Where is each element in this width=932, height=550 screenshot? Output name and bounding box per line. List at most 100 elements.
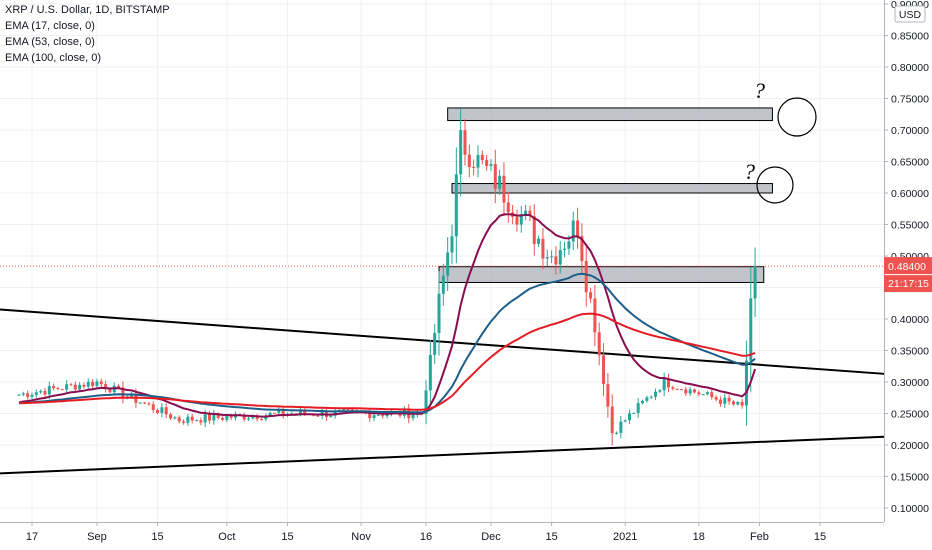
candle bbox=[545, 249, 549, 266]
x-tick-label: 15 bbox=[814, 531, 826, 543]
candle bbox=[221, 416, 225, 422]
x-tick-label: 18 bbox=[693, 531, 705, 543]
candle bbox=[554, 246, 558, 275]
ema100-line bbox=[18, 312, 756, 411]
annotation-circle-lower[interactable] bbox=[756, 166, 794, 204]
candle bbox=[454, 147, 458, 264]
candle bbox=[446, 237, 450, 292]
candle bbox=[437, 271, 441, 356]
candle bbox=[450, 224, 454, 265]
annotation-circles[interactable] bbox=[756, 97, 817, 204]
candle bbox=[679, 389, 683, 391]
y-tick-label: 0.10000 bbox=[891, 503, 929, 515]
time-axis[interactable]: 17 Sep 15 Oct 15 Nov 16 Dec 15 2021 18 Feb 15 bbox=[0, 522, 932, 550]
candle bbox=[26, 390, 30, 400]
y-tick-label: 0.25000 bbox=[891, 409, 929, 421]
ema17-line bbox=[18, 213, 757, 418]
candle bbox=[580, 223, 584, 274]
candle bbox=[463, 119, 467, 166]
candle bbox=[441, 263, 445, 306]
annotation-circle-upper[interactable] bbox=[777, 97, 817, 137]
candle bbox=[86, 378, 90, 391]
candle bbox=[480, 150, 484, 165]
resistance-zone-0[interactable] bbox=[447, 107, 773, 122]
y-tick-label: 0.20000 bbox=[891, 440, 929, 452]
candle bbox=[589, 287, 593, 303]
candle bbox=[688, 386, 692, 396]
candle bbox=[169, 412, 173, 421]
x-tick-label: Dec bbox=[481, 531, 501, 543]
x-tick-label: 15 bbox=[545, 531, 557, 543]
current-price-value: 0.48400 bbox=[888, 261, 926, 273]
current-price-label: 0.48400 21:17:15 bbox=[884, 257, 932, 293]
candle bbox=[56, 386, 60, 391]
x-tick-label: 17 bbox=[26, 531, 38, 543]
candle bbox=[740, 398, 744, 409]
candle bbox=[160, 403, 164, 418]
chart-legend: XRP / U.S. Dollar, 1D, BITSTAMP EMA (17,… bbox=[5, 2, 170, 66]
candle bbox=[636, 398, 640, 418]
candle bbox=[493, 149, 497, 204]
resistance-zone-1[interactable] bbox=[451, 183, 773, 194]
candle bbox=[259, 418, 263, 421]
candle bbox=[485, 155, 489, 171]
x-tick-label: 16 bbox=[420, 531, 432, 543]
candle bbox=[718, 396, 722, 407]
x-tick-label: Nov bbox=[351, 531, 371, 543]
candle bbox=[515, 209, 519, 232]
candle bbox=[593, 284, 597, 346]
candle-countdown: 21:17:15 bbox=[888, 278, 929, 290]
candle bbox=[272, 412, 276, 414]
candle bbox=[714, 395, 718, 402]
candle bbox=[281, 406, 285, 419]
candle bbox=[459, 108, 463, 197]
candle bbox=[701, 393, 705, 396]
candle bbox=[550, 250, 554, 264]
candle bbox=[749, 267, 753, 392]
x-tick-label: Sep bbox=[87, 531, 107, 543]
candle bbox=[21, 391, 25, 397]
candle bbox=[736, 400, 740, 406]
candle bbox=[173, 416, 177, 420]
candle bbox=[424, 380, 428, 425]
y-tick-label: 0.80000 bbox=[891, 62, 929, 74]
candle bbox=[39, 389, 43, 394]
candle bbox=[246, 416, 250, 421]
candle bbox=[147, 402, 151, 406]
candle bbox=[428, 340, 432, 406]
candle bbox=[91, 379, 95, 389]
candle bbox=[537, 235, 541, 248]
candle bbox=[95, 378, 99, 389]
y-tick-label: 0.30000 bbox=[891, 377, 929, 389]
x-tick-label: 2021 bbox=[613, 531, 637, 543]
candle bbox=[190, 413, 194, 424]
candle bbox=[623, 419, 627, 423]
ema100-legend[interactable]: EMA (100, close, 0) bbox=[5, 52, 101, 64]
usd-badge[interactable]: USD bbox=[894, 5, 926, 23]
candle bbox=[489, 159, 493, 171]
x-tick-label: Oct bbox=[218, 531, 235, 543]
candle bbox=[17, 393, 21, 396]
candle bbox=[104, 380, 108, 393]
x-tick-label: 15 bbox=[151, 531, 163, 543]
candle bbox=[472, 159, 476, 176]
candle bbox=[476, 145, 480, 178]
candle bbox=[584, 246, 588, 307]
trendline-1[interactable] bbox=[0, 435, 885, 475]
candle bbox=[151, 401, 155, 413]
question-mark-lower[interactable]: ? bbox=[744, 159, 755, 184]
x-tick-label: Feb bbox=[750, 531, 769, 543]
ema17-legend[interactable]: EMA (17, close, 0) bbox=[5, 20, 95, 32]
candle bbox=[242, 412, 246, 422]
candlesticks bbox=[17, 108, 757, 446]
y-tick-label: 0.75000 bbox=[891, 94, 929, 106]
ema53-legend[interactable]: EMA (53, close, 0) bbox=[5, 36, 95, 48]
candle bbox=[649, 395, 653, 399]
y-tick-label: 0.55000 bbox=[891, 220, 929, 232]
question-mark-upper[interactable]: ? bbox=[754, 78, 765, 103]
x-tick-label: 15 bbox=[281, 531, 293, 543]
symbol-title[interactable]: XRP / U.S. Dollar, 1D, BITSTAMP bbox=[5, 4, 170, 16]
candle bbox=[610, 394, 614, 446]
candle bbox=[186, 413, 190, 426]
